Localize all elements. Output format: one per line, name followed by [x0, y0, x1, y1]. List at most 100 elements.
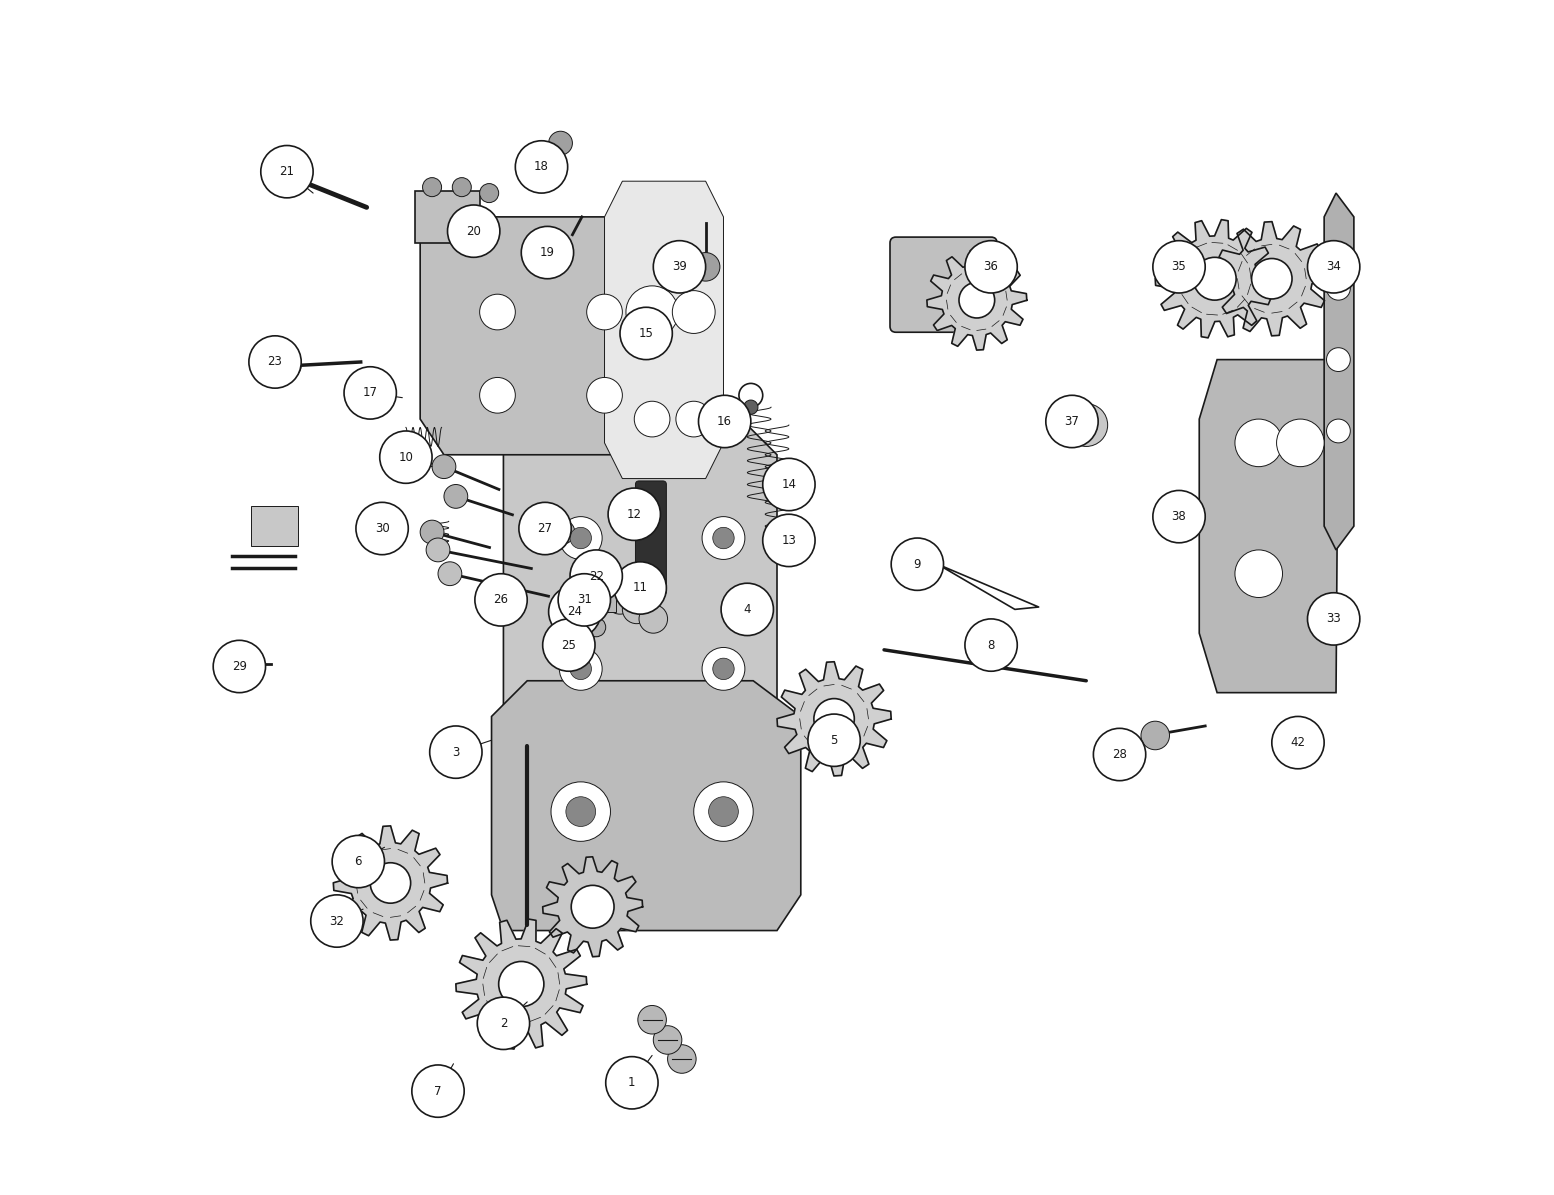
Text: 35: 35	[1172, 261, 1186, 274]
Circle shape	[1064, 404, 1108, 447]
Circle shape	[1193, 257, 1235, 300]
Text: 37: 37	[1064, 415, 1080, 428]
Circle shape	[356, 502, 409, 554]
Circle shape	[584, 577, 612, 606]
Text: 17: 17	[362, 386, 378, 399]
Circle shape	[1327, 419, 1350, 443]
Polygon shape	[334, 826, 448, 940]
Text: 6: 6	[354, 856, 362, 868]
Circle shape	[808, 715, 861, 766]
Circle shape	[566, 797, 595, 827]
Text: 12: 12	[626, 508, 642, 521]
Circle shape	[709, 797, 738, 827]
Circle shape	[814, 699, 855, 739]
Text: 9: 9	[914, 558, 922, 571]
Text: 30: 30	[375, 522, 390, 535]
Circle shape	[420, 520, 444, 544]
Text: 34: 34	[1326, 261, 1341, 274]
Text: 20: 20	[466, 225, 482, 238]
Circle shape	[763, 459, 814, 510]
Circle shape	[559, 648, 601, 691]
Text: 36: 36	[984, 261, 999, 274]
Circle shape	[1235, 550, 1282, 598]
Polygon shape	[491, 681, 800, 931]
Circle shape	[572, 885, 614, 929]
Circle shape	[1307, 240, 1360, 293]
Circle shape	[1327, 276, 1350, 300]
Text: 31: 31	[577, 594, 592, 606]
Circle shape	[702, 516, 744, 559]
Text: 5: 5	[830, 734, 838, 747]
Circle shape	[587, 618, 606, 637]
Circle shape	[448, 206, 500, 257]
Circle shape	[480, 294, 516, 330]
Circle shape	[519, 502, 572, 554]
Circle shape	[379, 431, 432, 483]
Text: 2: 2	[500, 1017, 507, 1030]
Circle shape	[542, 619, 595, 672]
Text: 11: 11	[632, 582, 648, 594]
Text: 38: 38	[1172, 510, 1186, 523]
Circle shape	[763, 514, 814, 566]
Circle shape	[549, 131, 572, 155]
Circle shape	[702, 648, 744, 691]
Circle shape	[476, 574, 527, 626]
Polygon shape	[1200, 360, 1338, 693]
Circle shape	[653, 240, 706, 293]
Circle shape	[1276, 419, 1324, 467]
Polygon shape	[1215, 221, 1329, 336]
Polygon shape	[503, 419, 777, 776]
Text: 42: 42	[1290, 736, 1305, 749]
Text: 28: 28	[1113, 748, 1127, 761]
Polygon shape	[1324, 194, 1354, 550]
Circle shape	[480, 184, 499, 203]
Circle shape	[516, 141, 567, 194]
Circle shape	[721, 583, 774, 636]
Circle shape	[620, 307, 673, 360]
Circle shape	[213, 641, 266, 693]
Circle shape	[477, 997, 530, 1049]
Circle shape	[499, 962, 544, 1006]
Circle shape	[692, 252, 720, 281]
Circle shape	[637, 571, 662, 595]
Circle shape	[261, 146, 312, 198]
Circle shape	[698, 396, 751, 448]
FancyBboxPatch shape	[890, 237, 998, 332]
FancyBboxPatch shape	[591, 589, 617, 612]
Circle shape	[634, 402, 670, 437]
Circle shape	[713, 527, 733, 549]
Polygon shape	[605, 182, 724, 478]
Circle shape	[438, 562, 462, 586]
FancyBboxPatch shape	[415, 191, 480, 243]
Circle shape	[890, 538, 943, 590]
Circle shape	[333, 835, 384, 888]
Circle shape	[668, 1044, 696, 1073]
Circle shape	[673, 290, 715, 333]
Circle shape	[639, 605, 668, 633]
Circle shape	[423, 178, 441, 197]
Circle shape	[713, 658, 733, 680]
Text: 7: 7	[434, 1085, 441, 1098]
Circle shape	[606, 1056, 657, 1109]
Circle shape	[637, 1005, 667, 1034]
Polygon shape	[420, 216, 657, 455]
Circle shape	[1141, 722, 1170, 749]
Polygon shape	[542, 857, 643, 957]
Polygon shape	[1155, 220, 1274, 338]
Text: 23: 23	[267, 355, 283, 368]
Circle shape	[277, 163, 308, 194]
Text: 1: 1	[628, 1077, 636, 1090]
Circle shape	[587, 378, 622, 413]
Circle shape	[432, 455, 455, 478]
Circle shape	[959, 282, 995, 318]
Text: 13: 13	[782, 534, 796, 547]
Text: 10: 10	[398, 451, 413, 464]
Circle shape	[965, 240, 1018, 293]
Circle shape	[622, 595, 651, 624]
Text: 33: 33	[1326, 612, 1341, 625]
Circle shape	[552, 520, 575, 544]
Circle shape	[614, 562, 667, 614]
Circle shape	[249, 336, 301, 388]
Circle shape	[552, 782, 611, 841]
Text: 8: 8	[987, 638, 995, 651]
